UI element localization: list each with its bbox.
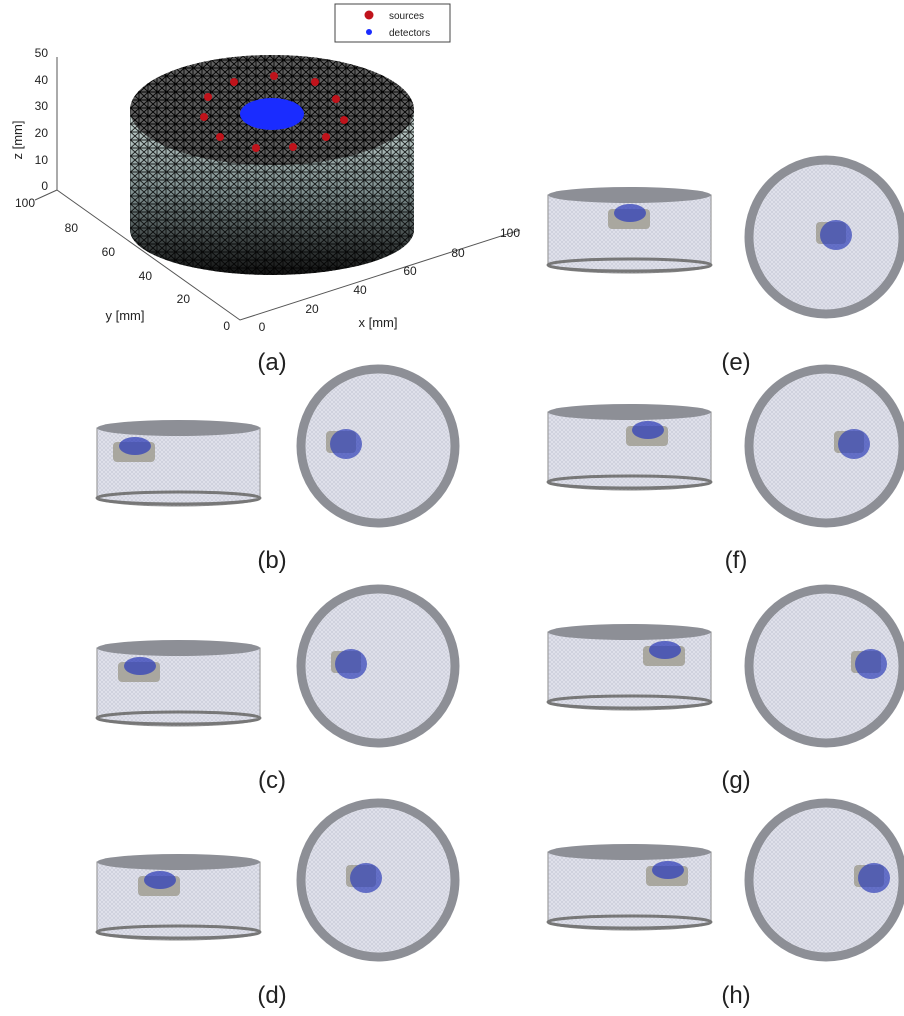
panel-label: (f) — [725, 547, 748, 574]
z-tick-label: 30 — [35, 99, 49, 113]
x-tick-label: 60 — [403, 264, 417, 278]
x-tick-label: 40 — [353, 283, 367, 297]
side-top — [548, 404, 711, 420]
panel-label: (b) — [257, 547, 286, 574]
x-axis-label: x [mm] — [359, 315, 398, 330]
x-tick-label: 80 — [451, 246, 465, 260]
panel-label: (d) — [257, 982, 286, 1009]
legend-label: sources — [389, 11, 424, 22]
y-tick-label: 20 — [177, 292, 191, 306]
top-view-mesh — [306, 594, 450, 738]
side-top — [97, 420, 260, 436]
reconstruction — [858, 863, 890, 893]
reconstruction — [855, 649, 887, 679]
reconstruction — [632, 421, 664, 439]
reconstruction — [330, 429, 362, 459]
panel-label: (h) — [721, 982, 750, 1009]
reconstruction — [335, 649, 367, 679]
reconstruction — [652, 861, 684, 879]
z-tick-label: 10 — [35, 153, 49, 167]
x-tick-label: 0 — [259, 320, 266, 334]
y-tick-label: 80 — [65, 221, 79, 235]
figure: sources detectors z [mm] y [mm] x [mm] 0… — [0, 0, 904, 1011]
y-tick-label: 40 — [139, 269, 153, 283]
panel-label: (a) — [257, 349, 286, 376]
x-tick-label: 20 — [305, 302, 319, 316]
y-tick-label: 100 — [15, 196, 35, 210]
z-tick-label: 0 — [41, 179, 48, 193]
reconstruction — [119, 437, 151, 455]
panel-label: (c) — [258, 767, 286, 794]
panel-label: (e) — [721, 349, 750, 376]
reconstruction — [649, 641, 681, 659]
top-view-mesh — [754, 374, 898, 518]
reconstruction — [820, 220, 852, 250]
z-tick-label: 50 — [35, 46, 49, 60]
reconstruction — [144, 871, 176, 889]
legend: sources detectors — [335, 4, 450, 42]
z-tick-label: 20 — [35, 126, 49, 140]
legend-marker — [366, 29, 372, 35]
reconstruction — [124, 657, 156, 675]
side-top — [548, 844, 711, 860]
side-top — [97, 640, 260, 656]
reconstruction — [614, 204, 646, 222]
reconstruction — [838, 429, 870, 459]
z-tick-label: 40 — [35, 73, 49, 87]
y-tick-label: 60 — [102, 245, 116, 259]
mesh-cylinder — [130, 55, 414, 275]
side-top — [548, 624, 711, 640]
z-axis-label: z [mm] — [10, 121, 25, 160]
y-tick-label: 0 — [223, 319, 230, 333]
y-axis-label: y [mm] — [106, 308, 145, 323]
legend-label: detectors — [389, 28, 430, 39]
panel-label: (g) — [721, 767, 750, 794]
x-tick-label: 100 — [500, 226, 520, 240]
reconstruction — [350, 863, 382, 893]
side-top — [97, 854, 260, 870]
legend-marker — [365, 11, 374, 20]
side-top — [548, 187, 711, 203]
